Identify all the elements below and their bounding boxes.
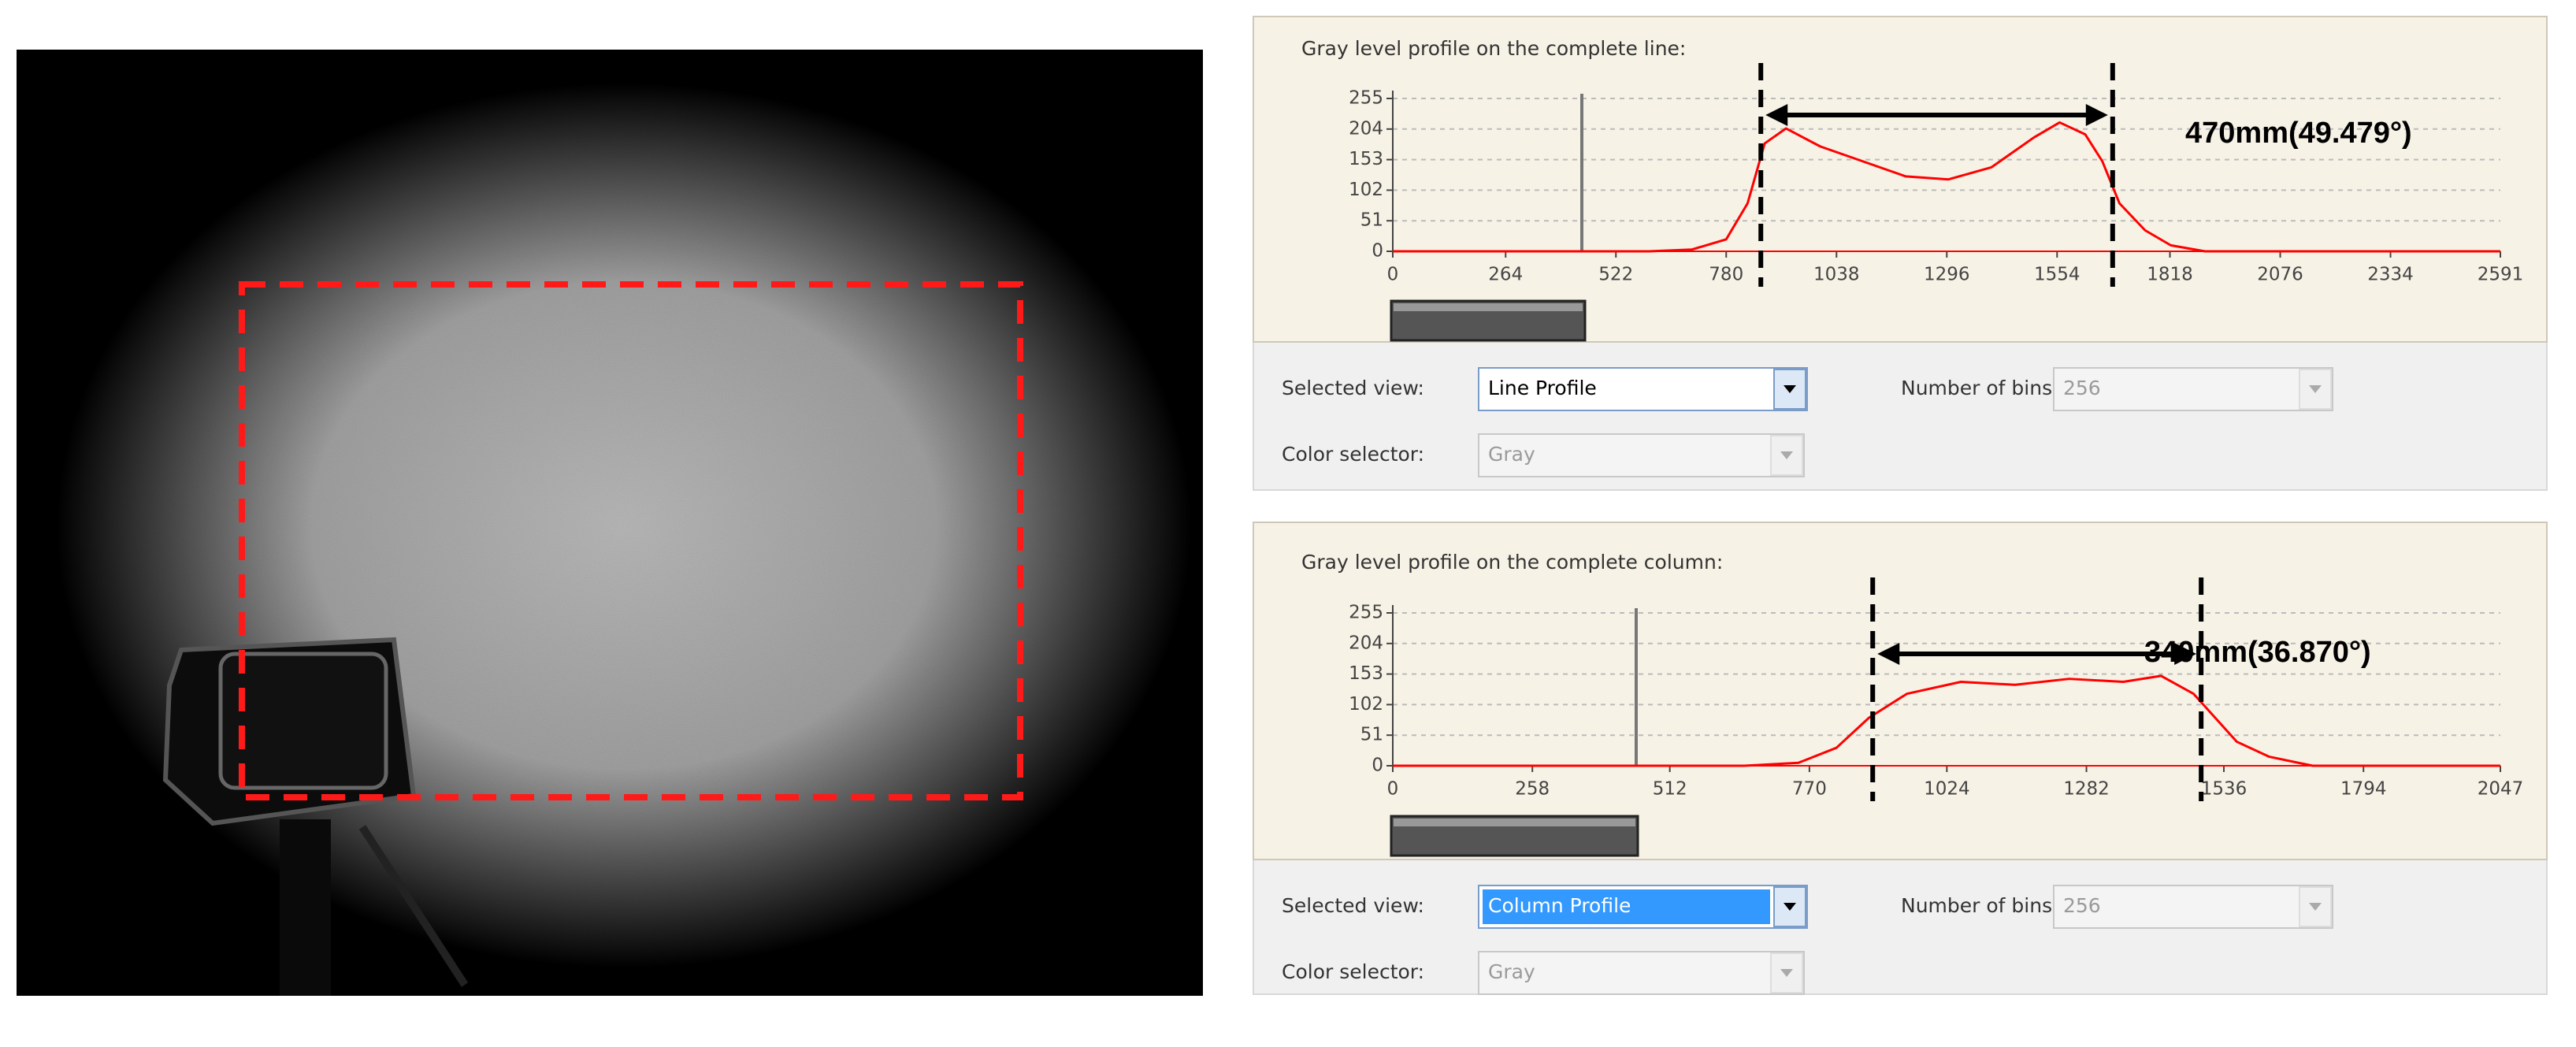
y-tick-label: 255 [1349, 603, 1383, 623]
combobox-value: 256 [2063, 377, 2101, 399]
combobox-value: Line Profile [1488, 377, 1597, 399]
y-tick-label: 204 [1349, 118, 1383, 139]
combobox[interactable] [2053, 885, 2333, 929]
panel-title: Gray level profile on the complete line: [1301, 37, 1686, 60]
y-tick-label: 102 [1349, 694, 1383, 715]
combobox-value: 256 [2063, 894, 2101, 917]
span-annotation: 470mm(49.479°) [2185, 117, 2412, 150]
x-tick-label: 1536 [2201, 779, 2248, 800]
combobox[interactable] [1478, 433, 1805, 477]
x-tick-label: 0 [1387, 779, 1399, 800]
profile-line [1393, 674, 2500, 767]
x-tick-label: 2076 [2257, 265, 2303, 285]
combobox[interactable] [2053, 367, 2333, 411]
profile-panel: Gray level profile on the complete colum… [1253, 522, 2548, 995]
combobox[interactable] [1478, 951, 1805, 995]
dropdown-arrow [1780, 969, 1793, 977]
x-tick-label: 2334 [2367, 265, 2414, 285]
x-tick-label: 1296 [1924, 265, 1970, 285]
y-tick-label: 153 [1349, 149, 1383, 169]
combobox-value: Gray [1488, 960, 1535, 983]
profile-panel: Gray level profile on the complete line:… [1253, 16, 2548, 491]
x-tick-label: 1038 [1813, 265, 1860, 285]
x-tick-label: 1818 [2147, 265, 2193, 285]
dropdown-arrow [2309, 903, 2322, 911]
dropdown-button[interactable] [2299, 369, 2332, 410]
scrollbar-highlight [1394, 819, 1635, 826]
y-tick-label: 204 [1349, 633, 1383, 653]
x-tick-label: 1794 [2340, 779, 2387, 800]
x-tick-label: 264 [1488, 265, 1523, 285]
x-tick-label: 512 [1653, 779, 1687, 800]
y-tick-label: 51 [1360, 210, 1383, 231]
profile-line [1393, 121, 2500, 253]
span-annotation: 340mm(36.870°) [2144, 636, 2371, 669]
control-label: Selected view: [1282, 377, 1424, 399]
combobox-selection [1483, 889, 1770, 924]
panel-title: Gray level profile on the complete colum… [1301, 551, 1723, 574]
combobox[interactable] [1478, 367, 1808, 411]
x-tick-label: 1024 [1924, 779, 1970, 800]
dropdown-arrow [2309, 385, 2322, 393]
dropdown-arrow [1784, 903, 1796, 911]
x-tick-label: 1554 [2034, 265, 2080, 285]
camera-image [17, 50, 1203, 996]
control-label: Number of bins: [1901, 894, 2059, 917]
y-tick-label: 0 [1372, 756, 1383, 776]
x-tick-label: 780 [1709, 265, 1743, 285]
x-tick-label: 258 [1515, 779, 1550, 800]
x-tick-label: 0 [1387, 265, 1399, 285]
x-tick-label: 522 [1598, 265, 1633, 285]
y-tick-label: 153 [1349, 663, 1383, 684]
y-tick-label: 51 [1360, 725, 1383, 745]
combobox-value: Gray [1488, 443, 1535, 466]
scrollbar-highlight [1394, 303, 1583, 311]
y-tick-label: 0 [1372, 241, 1383, 262]
dropdown-arrow [1780, 451, 1793, 459]
y-tick-label: 102 [1349, 180, 1383, 200]
control-label: Color selector: [1282, 443, 1424, 466]
x-tick-label: 1282 [2063, 779, 2110, 800]
control-label: Color selector: [1282, 960, 1424, 983]
plot-background [1253, 522, 2548, 860]
dropdown-arrow [1784, 385, 1796, 393]
control-label: Number of bins: [1901, 377, 2059, 399]
x-tick-label: 770 [1792, 779, 1827, 800]
control-label: Selected view: [1282, 894, 1424, 917]
y-tick-label: 255 [1349, 88, 1383, 109]
x-tick-label: 2047 [2478, 779, 2524, 800]
x-tick-label: 2591 [2478, 265, 2524, 285]
plot-background [1253, 16, 2548, 343]
combobox-value: Column Profile [1488, 894, 1631, 917]
